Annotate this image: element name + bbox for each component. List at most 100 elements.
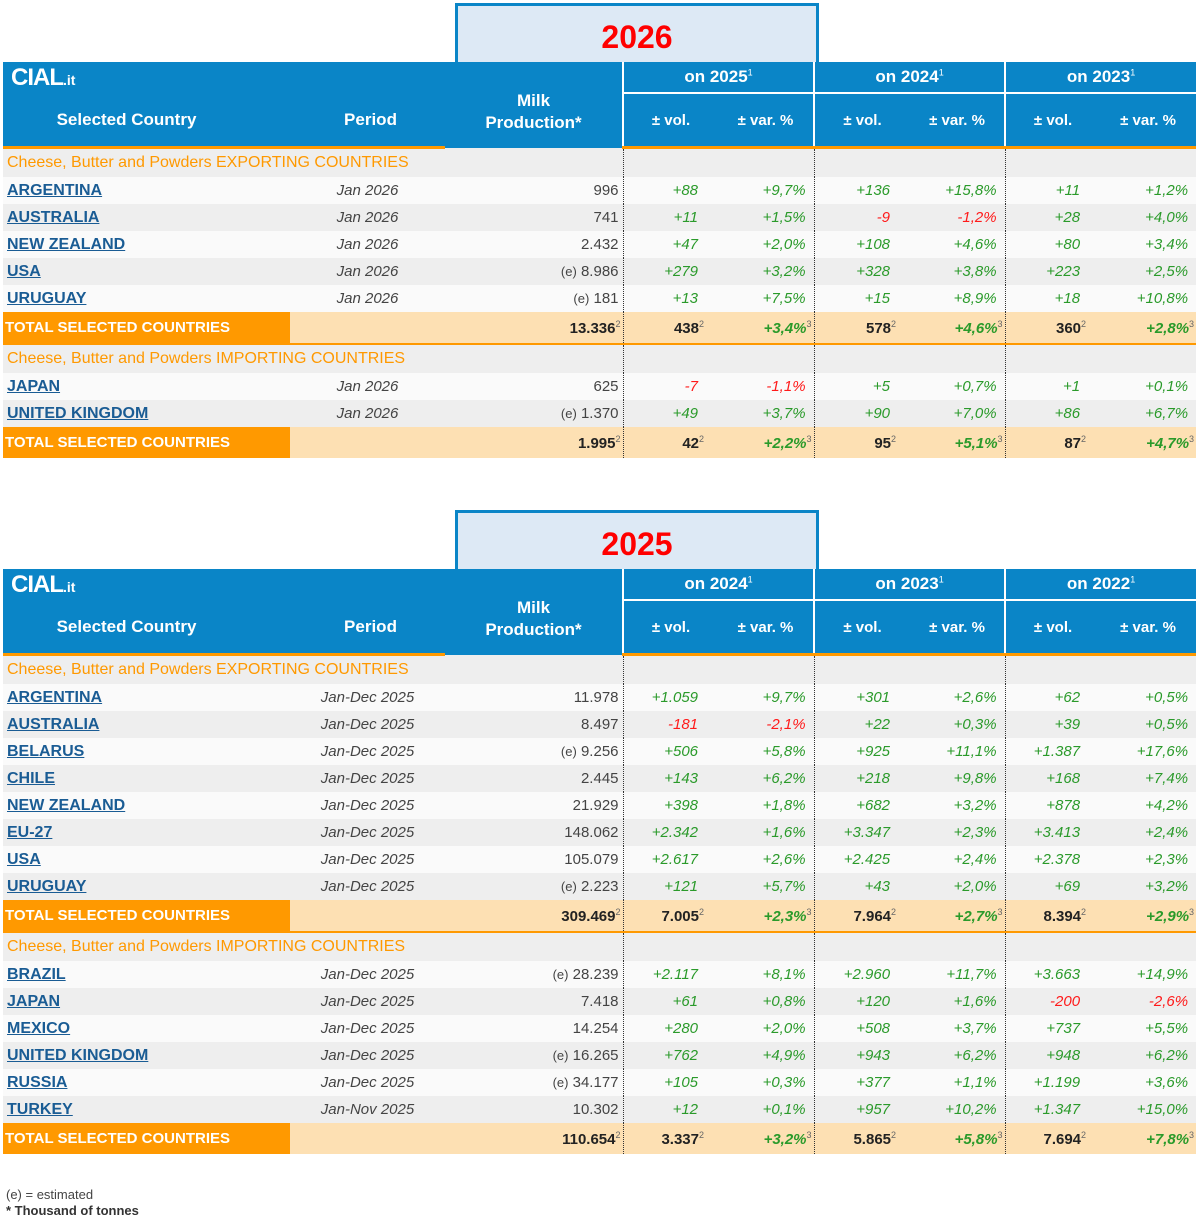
period-cell: Jan-Dec 2025: [290, 792, 446, 819]
vol-cell: +398: [622, 792, 719, 819]
var-pct-cell: +1,5%: [718, 204, 815, 231]
country-link[interactable]: UNITED KINGDOM: [7, 1046, 149, 1064]
var-pct-cell: +3,2%: [1100, 873, 1197, 900]
total-vol-cell: 5.8652: [813, 1123, 911, 1154]
group-footnote: 1: [938, 574, 944, 585]
var-pct-cell: -1,2%: [910, 204, 1006, 231]
vol-cell: +168: [1004, 765, 1101, 792]
country-link[interactable]: RUSSIA: [7, 1073, 68, 1091]
vol-cell: +957: [813, 1096, 911, 1123]
estimated-marker: (e): [560, 264, 577, 279]
logo-suffix: .it: [63, 578, 76, 595]
vol-cell: +80: [1004, 231, 1101, 258]
total-var-pct-cell: +2,3%3: [718, 900, 815, 933]
country-cell: BRAZIL: [3, 961, 290, 988]
var-pct-cell: +2,4%: [1100, 819, 1197, 846]
var-pct-cell: +4,6%: [910, 231, 1006, 258]
vol-cell: +49: [622, 400, 719, 427]
group-label: on 2025: [684, 67, 748, 86]
milk-value: 105.079: [564, 851, 619, 868]
country-link[interactable]: ARGENTINA: [7, 688, 103, 706]
milk-value: 741: [593, 209, 619, 226]
country-link[interactable]: ARGENTINA: [7, 181, 103, 199]
country-link[interactable]: BELARUS: [7, 742, 85, 760]
country-link[interactable]: USA: [7, 262, 41, 280]
var-pct-cell: +4,0%: [1100, 204, 1197, 231]
var-pct-cell: +2,4%: [910, 846, 1006, 873]
period-cell: Jan-Dec 2025: [290, 684, 446, 711]
table-row: BELARUS Jan-Dec 2025 (e) 9.256 +506 +5,8% +92…: [3, 738, 1197, 765]
vol-value: +22: [864, 716, 891, 733]
total-var-pct-value: +4,6%: [954, 319, 998, 337]
section-spacer: [813, 654, 911, 684]
period-cell: Jan 2026: [290, 258, 446, 285]
header-milk-line2: Production*: [485, 619, 582, 639]
vol-value: +737: [1046, 1020, 1081, 1037]
vol-value: +2.378: [1033, 851, 1081, 868]
milk-cell: 2.445: [445, 765, 624, 792]
country-link[interactable]: MEXICO: [7, 1019, 71, 1037]
table-row: ARGENTINA Jan-Dec 2025 11.978 +1.059 +9,7% +3…: [3, 684, 1197, 711]
total-vol-value: 7.694: [1043, 1130, 1082, 1148]
var-pct-cell: +0,1%: [718, 1096, 815, 1123]
total-vol-value: 7.964: [853, 907, 892, 925]
country-link[interactable]: USA: [7, 850, 41, 868]
total-vol-value: 95: [874, 434, 892, 452]
total-vol-cell: 7.9642: [813, 900, 911, 933]
var-pct-value: +7,4%: [1145, 770, 1189, 787]
milk-cell: (e) 34.177: [445, 1069, 624, 1096]
vol-cell: +105: [622, 1069, 719, 1096]
section-spacer: [622, 654, 719, 684]
var-pct-value: +2,5%: [1145, 263, 1189, 280]
section-title: Cheese, Butter and Powders IMPORTING COU…: [3, 344, 624, 373]
section-spacer: [910, 932, 1006, 961]
var-pct-cell: +10,8%: [1100, 285, 1197, 312]
country-link[interactable]: EU-27: [7, 823, 53, 841]
country-link[interactable]: URUGUAY: [7, 877, 87, 895]
vol-cell: +88: [622, 177, 719, 204]
country-link[interactable]: URUGUAY: [7, 289, 87, 307]
table-row: JAPAN Jan-Dec 2025 7.418 +61 +0,8% +120 +1,6% -…: [3, 988, 1197, 1015]
total-period-empty: [290, 900, 446, 933]
estimated-marker: (e): [573, 291, 590, 306]
country-link[interactable]: AUSTRALIA: [7, 715, 100, 733]
vol-cell: +3.413: [1004, 819, 1101, 846]
vol-value: +1.199: [1033, 1074, 1081, 1091]
total-vol-value: 42: [682, 434, 699, 452]
var-pct-cell: +6,2%: [1100, 1042, 1197, 1069]
vol-cell: +301: [813, 684, 911, 711]
country-link[interactable]: NEW ZEALAND: [7, 796, 126, 814]
vol-cell: +878: [1004, 792, 1101, 819]
vol-value: +377: [856, 1074, 891, 1091]
var-pct-value: +2,3%: [1145, 851, 1189, 868]
country-link[interactable]: TURKEY: [7, 1100, 73, 1118]
total-vol-cell: 5782: [813, 312, 911, 345]
period-cell: Jan-Dec 2025: [290, 819, 446, 846]
var-pct-cell: +2,0%: [718, 231, 815, 258]
country-link[interactable]: AUSTRALIA: [7, 208, 100, 226]
var-pct-cell: -2,6%: [1100, 988, 1197, 1015]
table-row: NEW ZEALAND Jan-Dec 2025 21.929 +398 +1,8% +6…: [3, 792, 1197, 819]
vol-cell: +5: [813, 373, 911, 400]
country-link[interactable]: JAPAN: [7, 377, 61, 395]
var-pct-cell: +0,3%: [718, 1069, 815, 1096]
country-cell: JAPAN: [3, 373, 290, 400]
vol-cell: +1.059: [622, 684, 719, 711]
country-link[interactable]: JAPAN: [7, 992, 61, 1010]
total-var-pct-cell: +7,8%3: [1100, 1123, 1197, 1154]
vol-cell: +2.617: [622, 846, 719, 873]
vol-value: +136: [856, 182, 891, 199]
country-link[interactable]: CHILE: [7, 769, 55, 787]
var-pct-value: +7,5%: [762, 290, 806, 307]
country-link[interactable]: NEW ZEALAND: [7, 235, 126, 253]
country-link[interactable]: UNITED KINGDOM: [7, 404, 149, 422]
total-var-pct-value: +2,9%: [1146, 907, 1190, 925]
footnote-2: 2: [615, 318, 621, 329]
vol-cell: +39: [1004, 711, 1101, 738]
country-cell: JAPAN: [3, 988, 290, 1015]
var-pct-cell: +9,7%: [718, 177, 815, 204]
country-link[interactable]: BRAZIL: [7, 965, 66, 983]
vol-cell: +28: [1004, 204, 1101, 231]
milk-value: 625: [593, 378, 619, 395]
footnote-3: 3: [997, 318, 1003, 329]
